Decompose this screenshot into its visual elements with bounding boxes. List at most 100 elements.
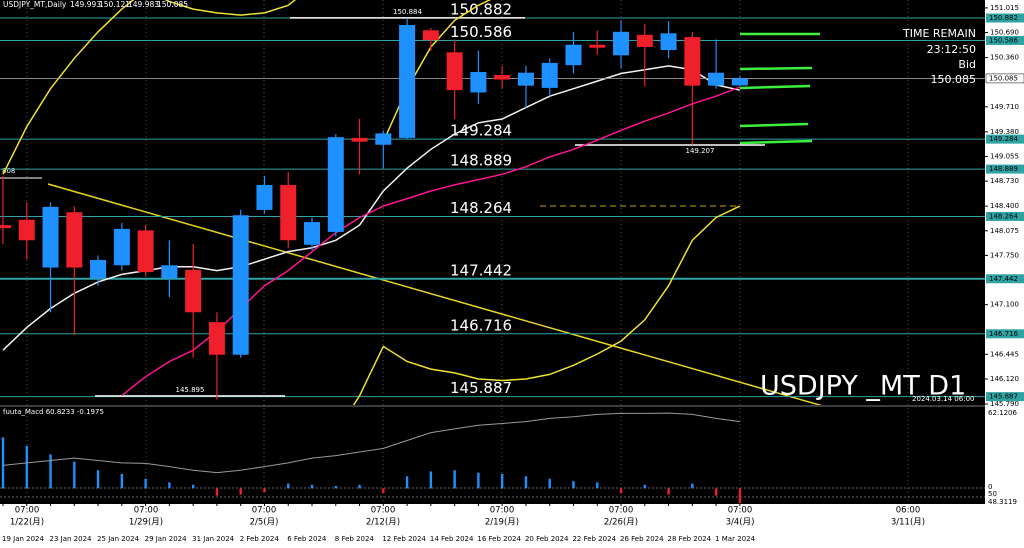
candle-body <box>565 44 582 66</box>
macd-bar <box>667 488 670 495</box>
time-label: 06:00 <box>896 506 921 516</box>
level-axis-label: 149.284 <box>989 135 1018 143</box>
time-axis-panel <box>0 504 1024 548</box>
macd-bar <box>358 484 361 489</box>
level-axis-box <box>986 164 1024 174</box>
macd-bar <box>73 461 76 489</box>
candle-body <box>161 265 178 279</box>
level-axis-box <box>986 35 1024 45</box>
green-line <box>739 66 813 71</box>
overlay-line <box>352 205 741 405</box>
date-label: 2/5(月) <box>250 518 279 528</box>
macd-bar <box>429 471 433 489</box>
y-tick-label: 149.055 <box>990 152 1019 160</box>
macd-bar <box>96 470 100 489</box>
candle-body <box>541 62 558 88</box>
x-tick-label: 31 Jan 2024 <box>192 535 235 543</box>
macd-bar <box>287 483 290 489</box>
level-axis-box <box>986 329 1024 339</box>
x-tick-label: 16 Feb 2024 <box>477 535 521 543</box>
macd-bar <box>168 482 171 489</box>
candle-body <box>589 44 606 48</box>
mark-label: 145.895 <box>176 386 205 394</box>
level-label: 149.284 <box>450 122 512 140</box>
y-tick-label: 146.120 <box>990 375 1019 383</box>
x-tick-label: 14 Feb 2024 <box>430 535 474 543</box>
green-line <box>739 84 811 90</box>
date-label: 2/26(月) <box>604 518 638 528</box>
level-axis-label: 145.887 <box>989 393 1018 401</box>
x-tick-label: 8 Feb 2024 <box>335 535 375 543</box>
time-label: 07:00 <box>609 506 634 516</box>
time-remain-label: TIME REMAIN <box>902 27 976 40</box>
y-tick-label: 151.015 <box>990 4 1019 12</box>
candle-body <box>327 137 344 232</box>
date-label: 2/19(月) <box>485 518 519 528</box>
macd-label: 0 <box>988 483 992 491</box>
overlay-line <box>2 65 741 351</box>
x-tick-label: 23 Jan 2024 <box>50 535 93 543</box>
macd-bar <box>524 476 528 489</box>
y-tick-label: 145.790 <box>990 400 1019 408</box>
y-tick-label: 148.400 <box>990 202 1019 210</box>
level-axis-box <box>986 13 1024 23</box>
level-axis-label: 150.586 <box>989 36 1018 44</box>
level-label: 145.887 <box>450 379 512 397</box>
y-tick-label: 148.730 <box>990 177 1019 185</box>
candle-body <box>636 34 653 47</box>
macd-bar <box>310 484 314 489</box>
candle-body <box>470 71 487 93</box>
macd-bar <box>691 483 694 489</box>
macd-bar <box>334 486 337 489</box>
x-tick-label: 19 Jan 2024 <box>2 535 45 543</box>
bid-axis-box <box>985 73 1024 84</box>
candle-body <box>517 72 534 86</box>
level-axis-box <box>986 392 1024 402</box>
candle-body <box>613 31 630 56</box>
x-tick-label: 2 Feb 2024 <box>240 535 280 543</box>
candle-body <box>42 206 59 268</box>
y-tick-label: 150.360 <box>990 54 1019 62</box>
bid-axis-label: 150.085 <box>989 74 1018 82</box>
countdown: 23:12:50 <box>927 43 976 56</box>
candle-body <box>18 219 35 241</box>
candle-body <box>422 30 439 41</box>
macd-signal <box>2 412 740 474</box>
candle-body <box>375 133 392 145</box>
x-tick-label: 12 Feb 2024 <box>382 535 426 543</box>
candle-body <box>208 322 225 355</box>
macd-panel <box>1 412 742 503</box>
mark-label: 808 <box>2 167 15 175</box>
macd-label: 50 <box>988 490 997 498</box>
macd-bar <box>49 454 52 489</box>
time-label: 07:00 <box>371 506 396 516</box>
mark-label: 150.884 <box>393 8 422 16</box>
macd-bar <box>643 484 646 489</box>
candle-body <box>113 228 130 266</box>
ohlc-open: 149.993 <box>70 0 101 9</box>
date-label: 1/29(月) <box>129 518 163 528</box>
macd-bar <box>25 445 28 489</box>
y-tick-label: 149.710 <box>990 103 1019 111</box>
macd-bar <box>405 476 409 489</box>
x-tick-label: 6 Feb 2024 <box>287 535 327 543</box>
overlay-line <box>2 0 297 175</box>
level-axis-label: 147.442 <box>989 275 1018 283</box>
chart-title: USDJPY_MT,Daily <box>3 0 67 9</box>
x-tick-label: 22 Feb 2024 <box>572 535 616 543</box>
x-tick-label: 29 Jan 2024 <box>145 535 188 543</box>
x-tick-label: 25 Jan 2024 <box>97 535 140 543</box>
candle-body <box>684 37 701 86</box>
macd-bar <box>191 484 195 489</box>
macd-bar <box>144 478 147 489</box>
x-tick-label: 20 Feb 2024 <box>525 535 569 543</box>
candle-body <box>304 222 321 245</box>
x-tick-label: 26 Feb 2024 <box>620 535 664 543</box>
level-label: 148.264 <box>450 199 512 217</box>
date-label: 3/4(月) <box>726 518 755 528</box>
bid-value: 150.085 <box>931 73 977 86</box>
time-label: 07:00 <box>728 506 753 516</box>
level-label: 147.442 <box>450 261 512 279</box>
macd-label: 62.1206 <box>988 409 1017 417</box>
macd-bar <box>714 488 718 496</box>
